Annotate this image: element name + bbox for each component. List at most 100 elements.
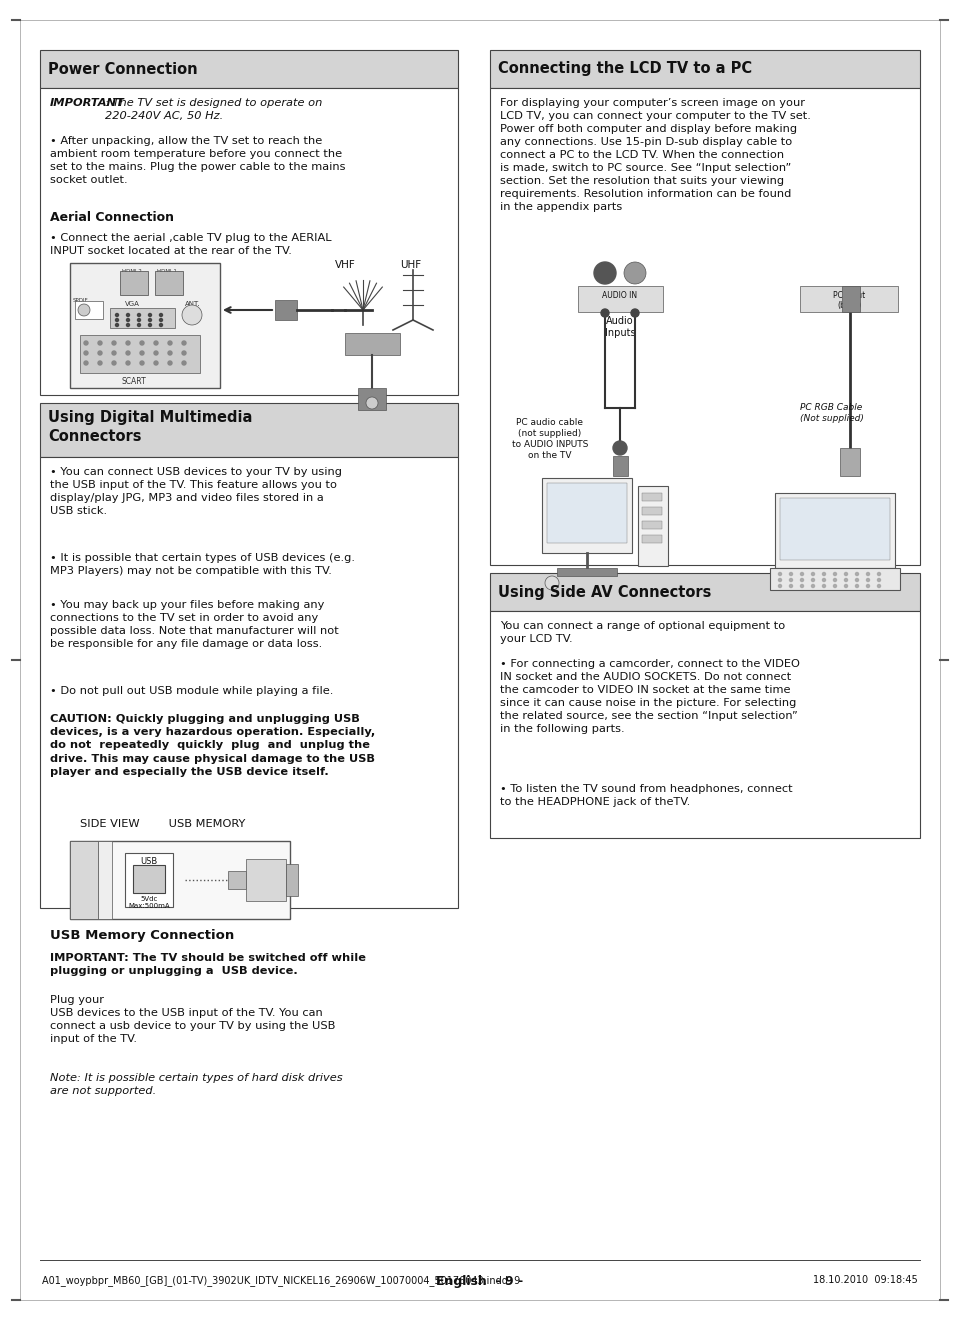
- Circle shape: [779, 572, 781, 576]
- Text: You can connect a range of optional equipment to
your LCD TV.: You can connect a range of optional equi…: [500, 621, 785, 645]
- Bar: [110, 308, 175, 328]
- Bar: [358, 388, 386, 410]
- Circle shape: [115, 313, 118, 317]
- Circle shape: [112, 361, 116, 365]
- Bar: [98, 841, 112, 919]
- Text: PC RGB Cable
(Not supplied): PC RGB Cable (Not supplied): [800, 403, 864, 423]
- Text: IMPORTANT: IMPORTANT: [50, 98, 125, 108]
- Circle shape: [855, 579, 858, 581]
- Bar: [70, 841, 98, 919]
- Circle shape: [613, 441, 627, 454]
- Circle shape: [833, 584, 836, 588]
- Circle shape: [115, 318, 118, 321]
- Text: Note: It is possible certain types of hard disk drives
are not supported.: Note: It is possible certain types of ha…: [50, 1073, 343, 1096]
- Circle shape: [624, 262, 646, 284]
- Bar: [490, 50, 920, 89]
- Text: CAUTION: Quickly plugging and unplugging USB
devices, is a very hazardous operat: CAUTION: Quickly plugging and unplugging…: [50, 713, 375, 777]
- Text: 18.10.2010  09:18:45: 18.10.2010 09:18:45: [813, 1275, 918, 1285]
- Bar: [70, 841, 290, 919]
- Text: HDMI 2: HDMI 2: [122, 269, 142, 273]
- Text: AUDIO IN: AUDIO IN: [603, 291, 637, 300]
- Circle shape: [867, 584, 870, 588]
- Circle shape: [98, 341, 102, 345]
- Circle shape: [811, 572, 814, 576]
- Text: • After unpacking, allow the TV set to reach the
ambient room temperature before: • After unpacking, allow the TV set to r…: [50, 136, 346, 185]
- Circle shape: [159, 324, 162, 326]
- Bar: [578, 287, 663, 312]
- Text: Using Digital Multimedia
Connectors: Using Digital Multimedia Connectors: [48, 411, 252, 444]
- Text: • For connecting a camcorder, connect to the VIDEO
IN socket and the AUDIO SOCKE: • For connecting a camcorder, connect to…: [500, 659, 800, 734]
- Circle shape: [159, 318, 162, 321]
- Circle shape: [149, 313, 152, 317]
- Circle shape: [811, 584, 814, 588]
- Circle shape: [149, 324, 152, 326]
- Circle shape: [112, 341, 116, 345]
- Circle shape: [867, 579, 870, 581]
- Circle shape: [855, 584, 858, 588]
- Circle shape: [823, 572, 826, 576]
- Circle shape: [833, 579, 836, 581]
- Circle shape: [126, 351, 130, 355]
- Text: Connecting the LCD TV to a PC: Connecting the LCD TV to a PC: [498, 62, 752, 77]
- Bar: [547, 483, 627, 543]
- Text: HDMI 1: HDMI 1: [157, 269, 177, 273]
- Circle shape: [789, 584, 793, 588]
- Circle shape: [801, 584, 804, 588]
- Circle shape: [127, 318, 130, 321]
- Text: L: L: [599, 267, 603, 276]
- Circle shape: [877, 572, 880, 576]
- Circle shape: [84, 351, 88, 355]
- Text: • Do not pull out USB module while playing a file.: • Do not pull out USB module while playi…: [50, 686, 333, 696]
- Text: USB: USB: [140, 857, 157, 867]
- Circle shape: [98, 361, 102, 365]
- Text: UHF: UHF: [400, 260, 421, 269]
- Circle shape: [168, 351, 172, 355]
- Circle shape: [127, 324, 130, 326]
- Circle shape: [126, 361, 130, 365]
- Text: PC Input
(back): PC Input (back): [833, 291, 865, 310]
- Bar: [275, 300, 297, 320]
- Circle shape: [137, 324, 140, 326]
- Bar: [840, 448, 860, 476]
- Circle shape: [366, 398, 378, 410]
- Circle shape: [182, 341, 186, 345]
- Text: USB Memory Connection: USB Memory Connection: [50, 929, 234, 942]
- Text: • Connect the aerial ,cable TV plug to the AERIAL
INPUT socket located at the re: • Connect the aerial ,cable TV plug to t…: [50, 232, 331, 256]
- Circle shape: [137, 318, 140, 321]
- Circle shape: [168, 341, 172, 345]
- Bar: [155, 271, 183, 295]
- Bar: [228, 871, 246, 889]
- Circle shape: [154, 341, 158, 345]
- Circle shape: [845, 572, 848, 576]
- Text: A01_woypbpr_MB60_[GB]_(01-TV)_3902UK_IDTV_NICKEL16_26906W_10070004_50176043.indd: A01_woypbpr_MB60_[GB]_(01-TV)_3902UK_IDT…: [42, 1275, 520, 1285]
- Circle shape: [98, 351, 102, 355]
- Circle shape: [182, 351, 186, 355]
- Bar: [642, 507, 662, 515]
- Bar: [125, 853, 173, 908]
- Bar: [40, 50, 458, 89]
- Circle shape: [154, 361, 158, 365]
- Circle shape: [594, 262, 616, 284]
- Text: • You may back up your files before making any
connections to the TV set in orde: • You may back up your files before maki…: [50, 600, 339, 649]
- Circle shape: [140, 361, 144, 365]
- Circle shape: [168, 361, 172, 365]
- Text: VHF: VHF: [335, 260, 356, 269]
- Circle shape: [801, 572, 804, 576]
- Bar: [542, 478, 632, 553]
- Text: English  - 9 -: English - 9 -: [437, 1275, 523, 1288]
- Circle shape: [154, 351, 158, 355]
- Circle shape: [126, 341, 130, 345]
- Circle shape: [84, 341, 88, 345]
- Circle shape: [601, 309, 609, 317]
- Bar: [70, 263, 220, 388]
- Text: Aerial Connection: Aerial Connection: [50, 211, 174, 225]
- Text: PC audio cable
(not supplied)
to AUDIO INPUTS
on the TV: PC audio cable (not supplied) to AUDIO I…: [512, 417, 588, 460]
- Bar: [800, 287, 898, 312]
- Bar: [642, 493, 662, 501]
- Bar: [286, 864, 298, 896]
- Bar: [75, 301, 103, 318]
- Bar: [642, 520, 662, 528]
- Text: • It is possible that certain types of USB devices (e.g.
MP3 Players) may not be: • It is possible that certain types of U…: [50, 553, 355, 576]
- Bar: [490, 612, 920, 838]
- Text: SCART: SCART: [122, 376, 147, 386]
